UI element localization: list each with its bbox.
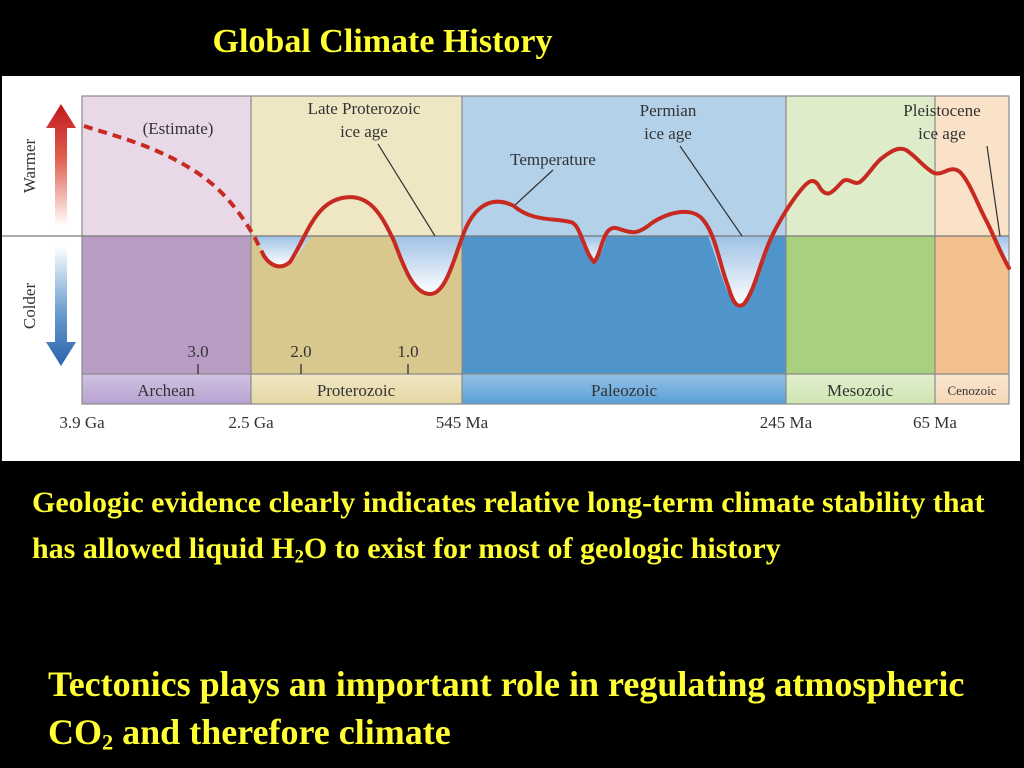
ga-tick-2: 2.0 [290, 342, 311, 361]
archean-warm-panel [82, 96, 251, 236]
late-proterozoic-label-line2: ice age [340, 122, 388, 141]
para1-text-start: Geologic evidence clearly indicates rela… [32, 486, 985, 565]
era-backgrounds [82, 96, 1009, 374]
permian-label-line2: ice age [644, 124, 692, 143]
band-shade [82, 374, 1009, 404]
era-label-cenozoic: Cenozoic [947, 383, 996, 398]
late-proterozoic-label-line1: Late Proterozoic [308, 99, 421, 118]
cenozoic-cold-panel [935, 236, 1009, 374]
boundary-label-245-ma: 245 Ma [760, 413, 813, 432]
estimate-label: (Estimate) [143, 119, 214, 138]
era-band [82, 374, 1009, 404]
dip-fill-permian [708, 236, 772, 306]
temperature-estimate-dashed [83, 124, 266, 257]
temperature-curve [262, 146, 1011, 308]
permian-label-line1: Permian [640, 101, 697, 120]
leader-lines [377, 143, 1001, 237]
era-label-proterozoic: Proterozoic [317, 381, 396, 400]
boundary-label-2-5-ga: 2.5 Ga [228, 413, 274, 432]
para1-subscript: 2 [294, 546, 304, 568]
archean-cold-panel [82, 236, 251, 374]
warmer-arrow [46, 104, 76, 226]
para2-text-end: and therefore climate [113, 712, 451, 752]
colder-arrow [46, 246, 76, 366]
climate-chart: 3.0 2.0 1.0 Archean Proterozoic Paleozoi… [2, 95, 1011, 432]
ga-tick-3: 3.0 [187, 342, 208, 361]
slide-title: Global Climate History [212, 23, 553, 60]
warmer-arrow-icon [46, 104, 76, 226]
pleistocene-label-line1: Pleistocene [903, 101, 980, 120]
dip-fill-late-proterozoic [390, 236, 460, 294]
boundary-label-3-9-ga: 3.9 Ga [59, 413, 105, 432]
climate-history-figure: 3.0 2.0 1.0 Archean Proterozoic Paleozoi… [2, 76, 1020, 461]
para1-text-end: O to exist for most of geologic history [303, 532, 781, 565]
era-label-mesozoic: Mesozoic [827, 381, 894, 400]
temperature-label: Temperature [510, 150, 596, 169]
geologic-evidence-paragraph: Geologic evidence clearly indicates rela… [32, 480, 1007, 572]
paleozoic-warm-panel [462, 96, 786, 236]
para2-subscript: 2 [102, 729, 114, 755]
pleistocene-label-line2: ice age [918, 124, 966, 143]
para2-text-start: Tectonics plays an important role in reg… [48, 664, 965, 752]
frame-lines [81, 95, 1010, 405]
ga-tick-marks [197, 364, 409, 374]
ga-tick-1: 1.0 [397, 342, 418, 361]
colder-label: Colder [20, 283, 39, 330]
boundary-label-65-ma: 65 Ma [913, 413, 957, 432]
era-label-paleozoic: Paleozoic [591, 381, 658, 400]
mesozoic-warm-panel [786, 96, 935, 236]
boundary-label-545-ma: 545 Ma [436, 413, 489, 432]
mesozoic-cold-panel [786, 236, 935, 374]
proterozoic-warm-panel [251, 96, 462, 236]
colder-arrow-icon [46, 246, 76, 366]
tectonics-paragraph: Tectonics plays an important role in reg… [48, 660, 1008, 756]
era-label-archean: Archean [137, 381, 195, 400]
warmer-label: Warmer [20, 139, 39, 194]
